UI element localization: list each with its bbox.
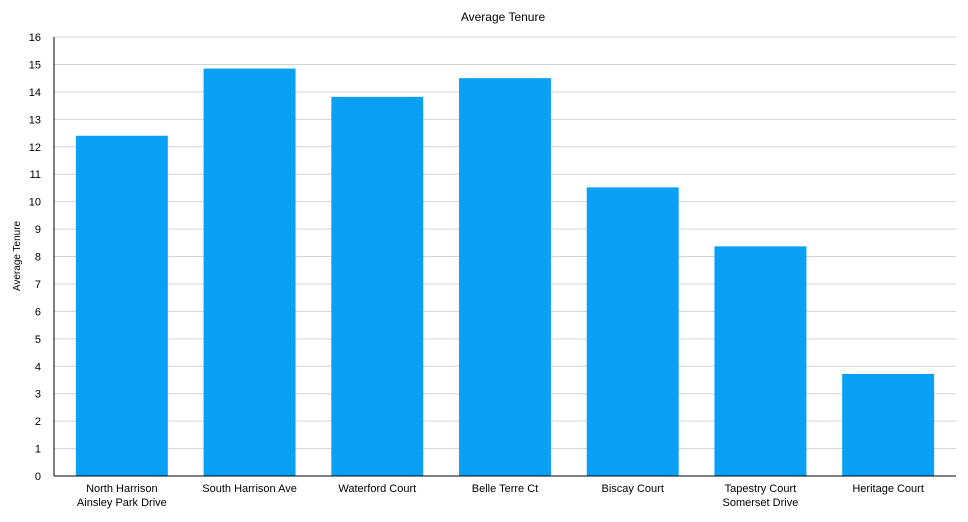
y-axis-label: Average Tenure — [12, 220, 23, 291]
bar — [842, 373, 935, 476]
x-tick-label: Heritage Court — [852, 483, 924, 495]
y-tick-label: 16 — [29, 32, 41, 44]
y-tick-label: 13 — [29, 114, 41, 126]
x-tick-label: Biscay Court — [602, 483, 664, 495]
bar — [714, 246, 807, 476]
y-tick-label: 7 — [35, 279, 41, 291]
y-tick-label: 9 — [35, 224, 41, 236]
y-tick-label: 10 — [29, 197, 41, 209]
y-tick-label: 11 — [30, 169, 41, 181]
x-tick-label: Belle Terre Ct — [472, 483, 538, 495]
y-tick-label: 2 — [35, 416, 41, 428]
y-tick-label: 8 — [35, 252, 41, 264]
x-tick-label: Tapestry Court — [725, 483, 797, 495]
y-tick-label: 14 — [29, 87, 41, 99]
y-tick-label: 12 — [29, 142, 41, 154]
y-tick-label: 15 — [29, 59, 41, 71]
axes — [53, 37, 956, 477]
y-tick-label: 0 — [35, 471, 41, 483]
x-tick-label: North Harrison — [86, 483, 158, 495]
y-tick-label: 6 — [35, 306, 41, 318]
bar — [459, 78, 551, 476]
bar — [75, 135, 168, 476]
x-tick-label: Ainsley Park Drive — [77, 497, 167, 509]
y-tick-label: 3 — [35, 389, 41, 401]
y-tick-label: 4 — [35, 361, 41, 373]
x-tick-label: Waterford Court — [338, 483, 416, 495]
y-tick-label: 5 — [35, 334, 41, 346]
bar — [331, 96, 424, 476]
y-tick-label: 1 — [35, 444, 41, 456]
bar — [586, 187, 679, 477]
x-tick-label: Somerset Drive — [723, 497, 799, 509]
x-tick-label: South Harrison Ave — [202, 483, 297, 495]
bar — [203, 68, 296, 476]
bars — [75, 68, 935, 477]
chart-title: Average Tenure — [461, 10, 546, 24]
x-tick-labels: North Harrison Ainsley Park Drive South Ha… — [77, 483, 924, 509]
